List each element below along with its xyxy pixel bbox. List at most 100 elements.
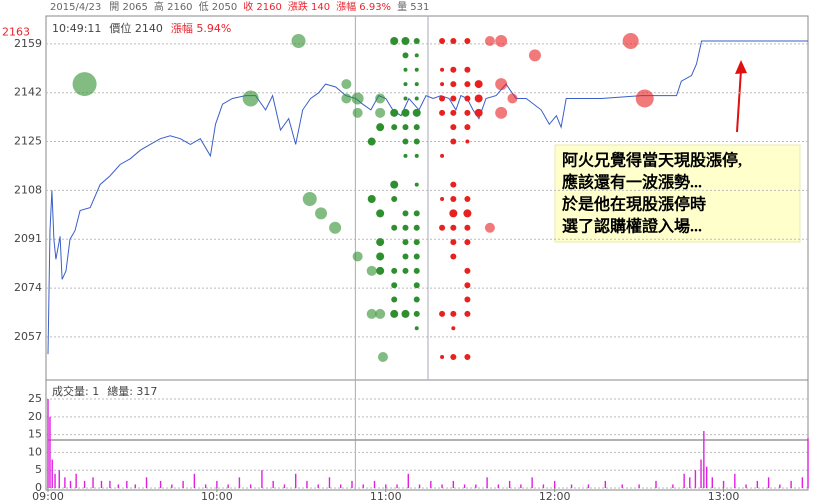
header-item: 高 2160 <box>154 0 193 13</box>
y-tick-label: 10 <box>28 445 42 458</box>
bubble <box>413 310 420 317</box>
volume-bar <box>553 480 556 488</box>
bubble <box>464 66 471 73</box>
bubble <box>449 209 458 218</box>
volume-bar <box>340 484 342 488</box>
volume-bar <box>75 473 77 488</box>
bubble <box>450 224 457 231</box>
y-tick-label: 2142 <box>14 86 42 99</box>
bubble <box>315 207 328 220</box>
bubble <box>413 253 420 260</box>
info-label: 價位 2140 <box>109 21 163 35</box>
arrow-head <box>735 60 747 74</box>
bubble <box>352 107 363 118</box>
bubble <box>390 108 399 117</box>
bubble <box>414 182 419 187</box>
volume-bar <box>117 484 120 488</box>
bubble <box>414 96 419 101</box>
arrow <box>736 69 742 133</box>
bubble <box>402 210 409 217</box>
bubble <box>465 139 470 144</box>
bubble <box>391 224 398 231</box>
price-line <box>47 40 808 355</box>
bubble <box>622 32 639 49</box>
bubble <box>464 196 471 203</box>
volume-bar <box>722 480 725 488</box>
bubble <box>391 282 398 289</box>
volume-bar <box>100 480 103 488</box>
bubble <box>390 36 399 45</box>
bubble <box>635 89 654 108</box>
bubble <box>464 267 471 274</box>
volume-bar <box>407 473 409 488</box>
bubble <box>413 210 420 217</box>
bubble <box>464 81 471 88</box>
bubble <box>450 109 457 116</box>
bubble <box>341 93 352 104</box>
bubble <box>439 310 446 317</box>
annotation-line: 選了認購權證入場... <box>562 217 702 236</box>
volume-bar <box>430 480 432 488</box>
bubble <box>390 309 399 318</box>
volume-bar <box>587 484 590 488</box>
bubble <box>302 192 317 207</box>
bubble <box>376 209 385 218</box>
header-item: 低 2050 <box>199 0 238 13</box>
bubble <box>376 238 385 247</box>
volume-bar <box>486 477 488 488</box>
volume-bar <box>734 473 736 488</box>
y-tick-label: 2074 <box>14 281 42 294</box>
volume-bar <box>272 480 274 488</box>
header-item: 收 2160 <box>243 0 282 13</box>
volume-bar <box>328 477 331 488</box>
bubble <box>450 124 457 131</box>
bubble <box>401 309 410 318</box>
bubble <box>414 153 419 158</box>
annotation-line: 應該還有一波漲勢... <box>562 173 702 192</box>
bubble <box>413 282 420 289</box>
volume-bar <box>171 484 173 488</box>
bubble <box>439 224 446 231</box>
bubble <box>451 326 456 331</box>
volume-bar <box>441 484 443 488</box>
bubble <box>413 124 420 131</box>
bubble <box>413 239 420 246</box>
volume-bar <box>317 484 319 488</box>
bubble <box>413 267 420 274</box>
volume-bar <box>126 480 128 488</box>
volume-bar <box>689 477 691 488</box>
info-label: 10:49:11 <box>52 22 101 35</box>
bubble <box>450 138 457 145</box>
bubble <box>375 107 386 118</box>
bubble <box>439 95 446 102</box>
bubble <box>403 67 408 72</box>
volume-bar <box>306 480 308 488</box>
volume-bar <box>249 484 252 488</box>
bubble <box>474 80 483 89</box>
volume-bar <box>373 480 376 488</box>
volume-bar <box>283 484 286 488</box>
bubble <box>450 354 457 361</box>
bubble <box>72 72 97 97</box>
y-tick-label: 2057 <box>14 330 42 343</box>
bubble <box>351 92 364 105</box>
bubble <box>450 310 457 317</box>
x-tick-label: 12:00 <box>539 490 571 503</box>
volume-bar <box>801 477 804 488</box>
volume-bar <box>159 480 162 488</box>
volume-bar <box>227 484 229 488</box>
header-item: 量 531 <box>397 1 429 13</box>
volume-bar <box>463 484 466 488</box>
header-item: 開 2065 <box>109 1 148 13</box>
volume-bar <box>767 477 770 488</box>
volume-bar <box>193 473 196 488</box>
volume-bar <box>216 480 218 488</box>
volume-bar <box>418 484 421 488</box>
volume-bar <box>182 480 184 488</box>
bubble <box>367 195 376 204</box>
bubble <box>291 33 306 48</box>
volume-bar <box>51 459 53 488</box>
bubble <box>495 78 508 91</box>
bubble <box>414 53 419 58</box>
bubble <box>391 124 398 131</box>
